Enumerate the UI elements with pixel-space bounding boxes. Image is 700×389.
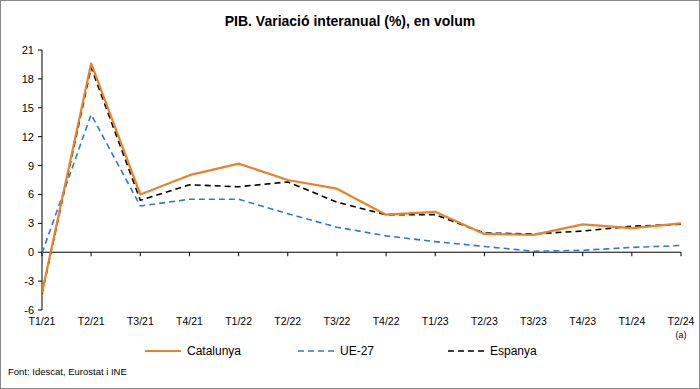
x-tick [238,252,239,256]
x-tick [533,252,534,256]
x-tick [435,252,436,256]
x-tick [631,252,632,256]
chart-svg: PIB. Variació interanual (%), en volum-6… [0,0,700,389]
y-tick [38,136,42,137]
x-tick [386,252,387,256]
legend-swatch [298,350,334,352]
x-tick-label: T3/22 [323,315,350,327]
x-tick [582,252,583,256]
x-tick-label: T3/23 [520,315,547,327]
x-tick-label: T4/23 [569,315,596,327]
chart-title: PIB. Variació interanual (%), en volum [225,13,476,29]
x-tick-label: T2/23 [471,315,498,327]
x-axis [42,252,681,253]
y-tick [38,223,42,224]
x-tick [189,252,190,256]
x-tick-label: T3/21 [127,315,154,327]
y-tick-label: -3 [24,275,34,287]
series-line [42,115,681,254]
y-tick-label: 3 [28,217,34,229]
x-tick-label: T1/21 [29,315,56,327]
y-tick [38,252,42,253]
x-tick-label: T2/21 [78,315,105,327]
chart-container: PIB. Variació interanual (%), en volum-6… [0,0,700,389]
x-tick [91,252,92,256]
legend-label: Espanya [490,344,537,358]
y-tick-label: 0 [28,246,34,258]
source-note: Font: Idescat, Eurostat i INE [8,366,127,377]
y-tick [38,310,42,311]
x-tick [287,252,288,256]
x-tick-label: T4/21 [176,315,203,327]
x-tick [140,252,141,256]
legend-swatch [145,350,181,352]
y-tick-label: 15 [22,102,34,114]
chart-frame [1,1,700,389]
x-tick-label: T1/22 [225,315,252,327]
annotation: (a) [676,330,687,340]
y-tick [38,194,42,195]
y-axis [42,50,43,310]
x-tick [336,252,337,256]
x-tick-label: T2/22 [274,315,301,327]
y-tick-label: 12 [22,131,34,143]
y-tick-label: 9 [28,160,34,172]
series-line [42,67,681,293]
x-tick [681,252,682,256]
y-tick [38,281,42,282]
y-tick [38,107,42,108]
x-tick-label: T1/24 [618,315,645,327]
plot-area [42,63,681,293]
y-tick [38,165,42,166]
x-tick-label: T2/24 [668,315,695,327]
x-tick-label: T4/22 [373,315,400,327]
x-tick [484,252,485,256]
y-tick-label: 6 [28,188,34,200]
legend-label: Catalunya [187,344,241,358]
legend-swatch [448,350,484,352]
series-line [42,63,681,292]
x-tick-label: T1/23 [422,315,449,327]
y-tick-label: 18 [22,73,34,85]
y-tick [38,50,42,51]
legend-label: UE-27 [340,344,374,358]
y-tick [38,78,42,79]
y-tick-label: 21 [22,44,34,56]
